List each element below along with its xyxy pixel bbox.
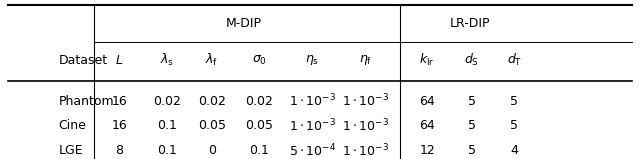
Text: $\sigma_0$: $\sigma_0$: [252, 54, 267, 67]
Text: M-DIP: M-DIP: [225, 17, 262, 30]
Text: 64: 64: [419, 119, 435, 132]
Text: $\lambda_\mathrm{s}$: $\lambda_\mathrm{s}$: [160, 52, 174, 68]
Text: 0.02: 0.02: [153, 95, 181, 108]
Text: 64: 64: [419, 95, 435, 108]
Text: $\eta_\mathrm{s}$: $\eta_\mathrm{s}$: [305, 53, 319, 67]
Text: $\eta_\mathrm{f}$: $\eta_\mathrm{f}$: [359, 53, 372, 67]
Text: Cine: Cine: [59, 119, 86, 132]
Text: $1\cdot10^{-3}$: $1\cdot10^{-3}$: [289, 118, 336, 134]
Text: 12: 12: [419, 144, 435, 157]
Text: 0: 0: [207, 144, 216, 157]
Text: 0.02: 0.02: [246, 95, 273, 108]
Text: 5: 5: [468, 95, 476, 108]
Text: $k_\mathrm{lr}$: $k_\mathrm{lr}$: [419, 52, 435, 68]
Text: $1\cdot10^{-3}$: $1\cdot10^{-3}$: [342, 93, 389, 110]
Text: 0.05: 0.05: [246, 119, 273, 132]
Text: $d_\mathrm{S}$: $d_\mathrm{S}$: [464, 52, 479, 68]
Text: LR-DIP: LR-DIP: [449, 17, 490, 30]
Text: 5: 5: [468, 144, 476, 157]
Text: $d_\mathrm{T}$: $d_\mathrm{T}$: [507, 52, 522, 68]
Text: 16: 16: [111, 95, 127, 108]
Text: Dataset: Dataset: [59, 54, 108, 67]
Text: $\lambda_\mathrm{f}$: $\lambda_\mathrm{f}$: [205, 52, 218, 68]
Text: $L$: $L$: [115, 54, 124, 67]
Text: 5: 5: [510, 95, 518, 108]
Text: 4: 4: [511, 144, 518, 157]
Text: LGE: LGE: [59, 144, 83, 157]
Text: 0.1: 0.1: [250, 144, 269, 157]
Text: 0.05: 0.05: [198, 119, 226, 132]
Text: $1\cdot10^{-3}$: $1\cdot10^{-3}$: [289, 93, 336, 110]
Text: $5\cdot10^{-4}$: $5\cdot10^{-4}$: [289, 142, 336, 159]
Text: 8: 8: [115, 144, 124, 157]
Text: 0.1: 0.1: [157, 144, 177, 157]
Text: 0.02: 0.02: [198, 95, 226, 108]
Text: Phantom: Phantom: [59, 95, 115, 108]
Text: 0.1: 0.1: [157, 119, 177, 132]
Text: 5: 5: [468, 119, 476, 132]
Text: 16: 16: [111, 119, 127, 132]
Text: $1\cdot10^{-3}$: $1\cdot10^{-3}$: [342, 118, 389, 134]
Text: 5: 5: [510, 119, 518, 132]
Text: $1\cdot10^{-3}$: $1\cdot10^{-3}$: [342, 142, 389, 159]
